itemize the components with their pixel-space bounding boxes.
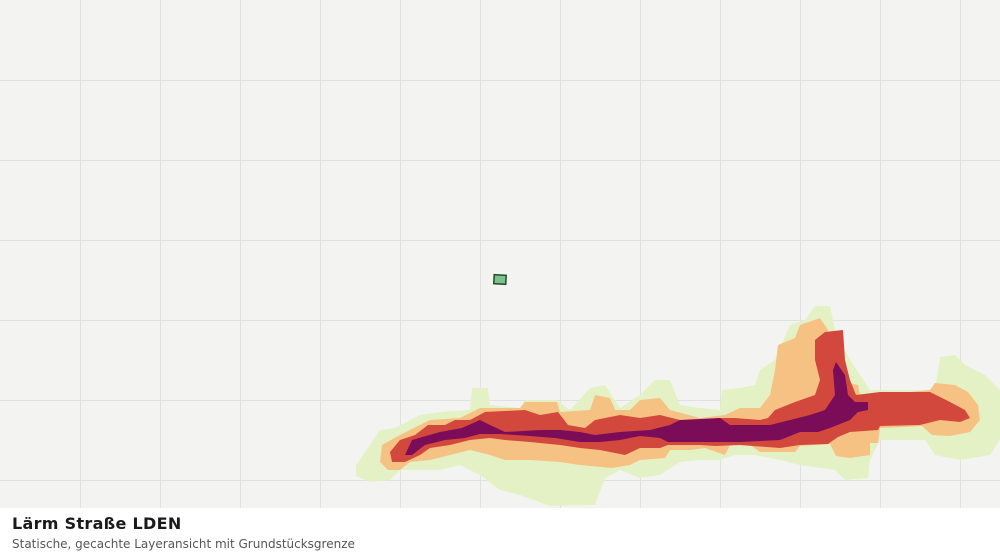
noise-zone-very-high xyxy=(405,362,868,455)
parcel-boundary[interactable] xyxy=(492,273,507,286)
layer-title: Lärm Straße LDEN xyxy=(12,514,182,533)
layer-subtitle: Statische, gecachte Layeransicht mit Gru… xyxy=(12,537,355,551)
map-view[interactable] xyxy=(0,0,1000,508)
caption-panel: Lärm Straße LDEN Statische, gecachte Lay… xyxy=(0,508,1000,560)
